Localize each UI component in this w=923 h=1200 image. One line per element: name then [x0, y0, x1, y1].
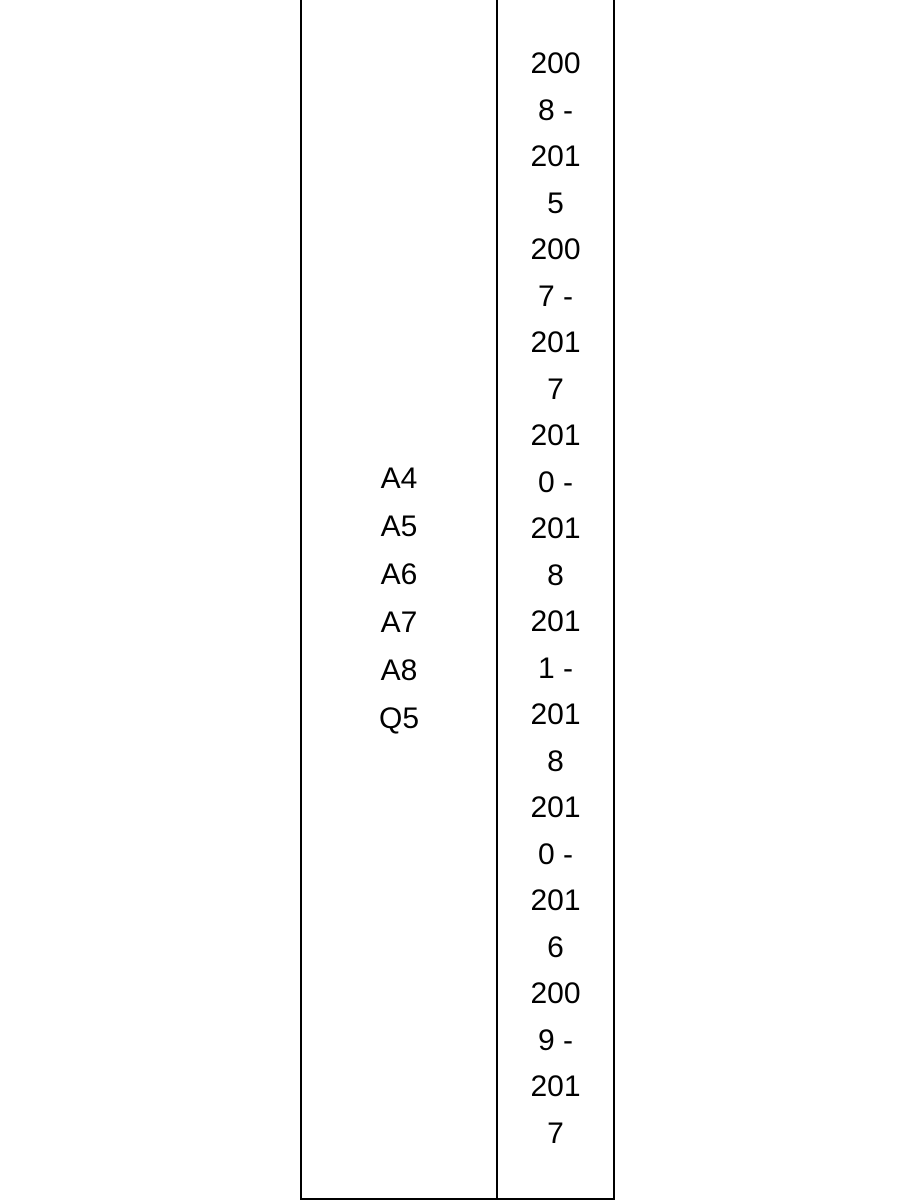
years-column: 200 8 - 201 5 200 7 - 201 7 201 0 - 201 …: [496, 0, 615, 1200]
model-cell: A8: [381, 647, 418, 695]
year-cell: 200 8 - 201 5: [530, 41, 580, 227]
year-cell: 201 0 - 201 6: [530, 785, 580, 971]
models-column: A4 A5 A6 A7 A8 Q5: [300, 0, 496, 1200]
year-cell: 201 1 - 201 8: [530, 599, 580, 785]
year-cell: 200 9 - 201 7: [530, 971, 580, 1157]
model-cell: Q5: [379, 695, 419, 743]
year-cell: 201 0 - 201 8: [530, 413, 580, 599]
data-table: A4 A5 A6 A7 A8 Q5 200 8 - 201 5 200 7 - …: [300, 0, 615, 1200]
model-cell: A7: [381, 599, 418, 647]
model-cell: A5: [381, 503, 418, 551]
model-cell: A6: [381, 551, 418, 599]
model-cell: A4: [381, 455, 418, 503]
year-cell: 200 7 - 201 7: [530, 227, 580, 413]
